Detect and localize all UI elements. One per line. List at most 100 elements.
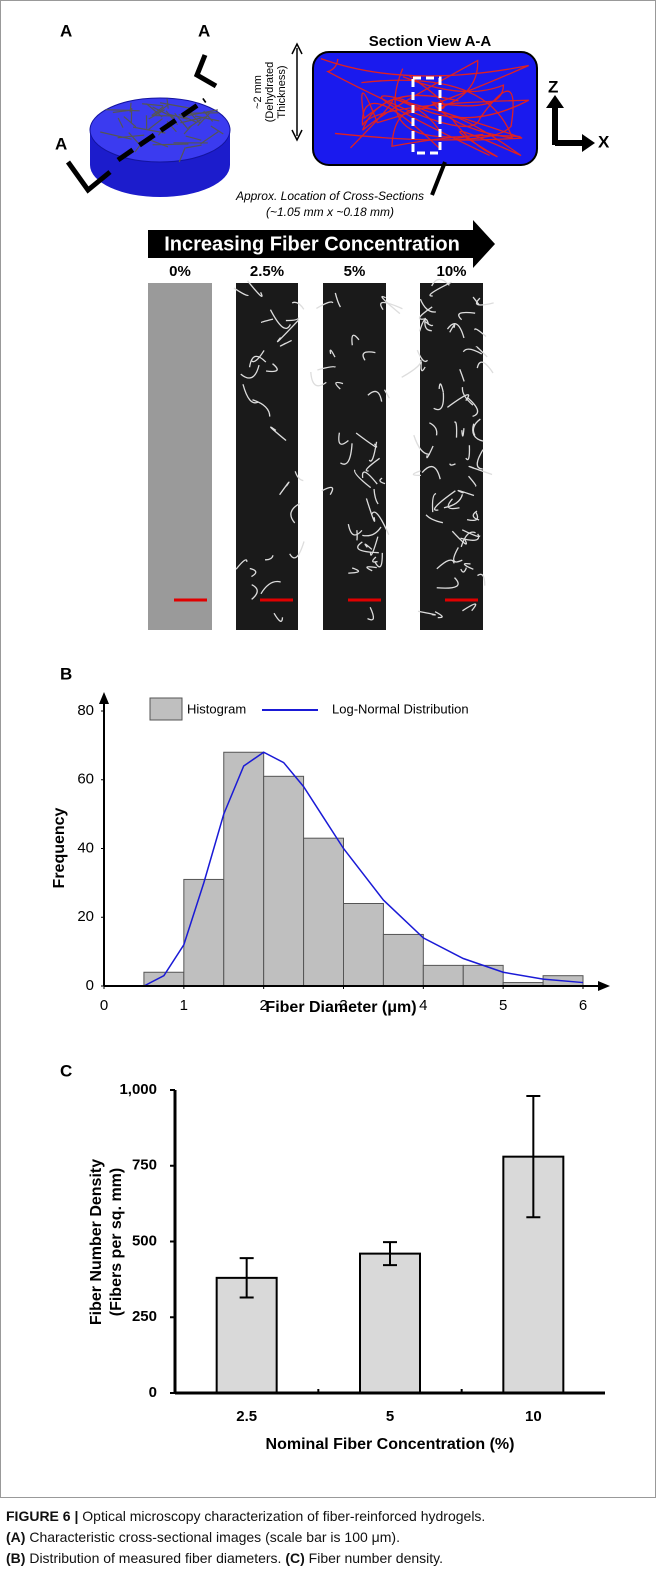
fiber <box>461 428 465 437</box>
xz-axes <box>552 105 585 146</box>
fiber <box>152 143 189 146</box>
fiber <box>426 445 434 459</box>
fiber <box>334 292 341 308</box>
fiber <box>476 449 484 470</box>
fiber <box>353 469 372 489</box>
fiber <box>431 492 437 513</box>
fiber <box>347 524 363 536</box>
section-arrow <box>65 160 112 194</box>
y-axis-label: Frequency <box>51 807 68 888</box>
fiber <box>357 541 379 554</box>
fiber <box>416 349 429 363</box>
fiber <box>459 369 465 382</box>
thickness-text: Thickness) <box>276 65 288 118</box>
micrograph <box>148 283 212 630</box>
fiber <box>117 117 124 128</box>
legend-swatch <box>149 697 183 721</box>
panel-label: B <box>60 664 72 683</box>
fiber <box>285 317 300 322</box>
fiber <box>200 131 219 145</box>
cross-section-box <box>411 76 442 155</box>
fiber <box>249 567 257 578</box>
fiber <box>151 106 164 116</box>
y-tick-label: 750 <box>132 1157 157 1174</box>
error-bar <box>383 1241 397 1267</box>
fiber <box>417 610 436 616</box>
fiber <box>476 297 494 306</box>
fiber <box>433 392 445 411</box>
fiber <box>383 389 390 399</box>
caption-text: Characteristic cross-sectional images (s… <box>25 1529 400 1545</box>
fiber <box>235 559 248 570</box>
error-bar <box>526 1095 541 1219</box>
fiber <box>436 577 459 589</box>
fiber <box>460 531 476 548</box>
fiber <box>451 530 467 545</box>
fiber <box>310 371 327 387</box>
fiber <box>475 346 488 358</box>
fiber <box>233 287 249 297</box>
figure: A B C A A ~2 mm (Dehydrated Thickness) Section V… <box>0 0 656 1498</box>
fiber <box>449 463 456 466</box>
fiber <box>472 510 480 521</box>
fiber <box>273 612 284 622</box>
fiber <box>368 441 378 462</box>
concentration-label: 2.5% <box>250 263 284 280</box>
fiber <box>317 366 336 371</box>
big-arrow <box>148 220 495 268</box>
fiber <box>446 323 465 339</box>
histogram-bar <box>263 775 305 987</box>
fiber <box>392 68 523 141</box>
pointer-arrow <box>430 161 447 196</box>
fiber <box>270 426 287 442</box>
fiber <box>105 109 140 112</box>
fiber <box>367 606 375 621</box>
fiber <box>159 102 191 109</box>
fiber <box>252 399 271 417</box>
fiber <box>320 58 529 149</box>
fiber <box>321 486 334 496</box>
fiber <box>370 511 390 535</box>
fiber <box>461 529 481 538</box>
x-tick-label: 1 <box>180 997 188 1014</box>
fiber <box>447 498 460 510</box>
section-title: Section View A-A <box>369 33 492 50</box>
histogram-bar <box>343 903 384 987</box>
fiber <box>247 280 263 297</box>
fiber <box>413 434 430 455</box>
fiber <box>361 95 530 157</box>
fiber <box>401 359 422 378</box>
x-tick-label: 4 <box>419 997 427 1014</box>
y-tick-label: 1,000 <box>119 1081 157 1098</box>
legend-label: Log-Normal Distribution <box>332 701 469 716</box>
fiber <box>373 488 379 505</box>
fiber <box>372 556 378 563</box>
bar <box>359 1252 421 1394</box>
panel-label: C <box>60 1061 72 1080</box>
fiber <box>364 543 373 550</box>
histogram-bar <box>223 751 265 987</box>
histogram-bar <box>382 933 424 987</box>
y-tick-label: 60 <box>77 771 94 788</box>
fiber <box>474 328 487 337</box>
fiber <box>420 361 426 372</box>
axis-head <box>598 981 610 991</box>
panel-label: A <box>60 21 72 40</box>
fiber <box>178 147 186 163</box>
fiber <box>443 494 464 509</box>
x-tick-label: 2.5 <box>236 1408 257 1425</box>
axis-letter: Z <box>548 77 558 96</box>
y-axis-label-line: (Fibers per sq. mm) <box>108 1168 125 1316</box>
fiber <box>476 361 494 374</box>
fiber <box>365 457 381 472</box>
fiber <box>424 317 432 332</box>
fiber <box>465 445 471 461</box>
fiber <box>338 432 349 445</box>
y-tick-label: 0 <box>86 977 94 994</box>
fiber <box>326 58 514 141</box>
legend-label: Histogram <box>187 701 246 716</box>
y-tick-label: 20 <box>77 908 94 925</box>
section-letter: A <box>55 134 67 153</box>
fiber <box>329 349 336 358</box>
fiber <box>365 498 376 522</box>
